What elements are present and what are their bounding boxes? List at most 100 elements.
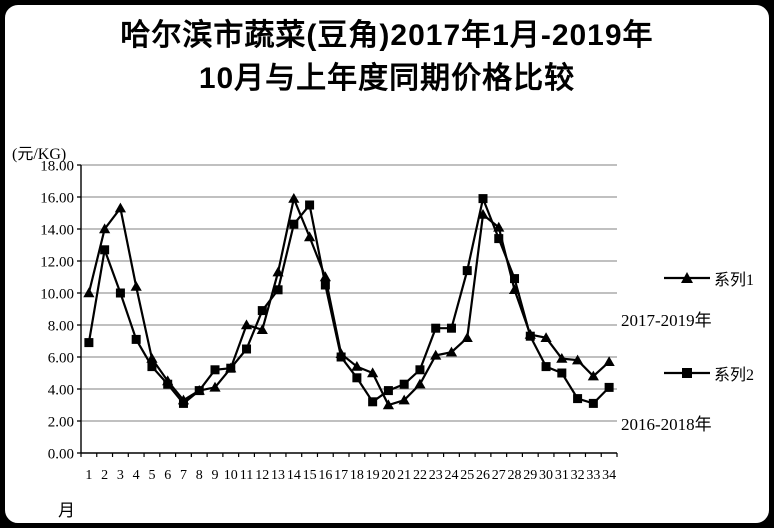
series1-line <box>87 194 610 407</box>
series1-point-marker <box>603 356 615 366</box>
x-tick-label: 19 <box>366 468 380 483</box>
x-tick-label: 13 <box>271 468 285 483</box>
chart-title: 哈尔滨市蔬菜(豆角)2017年1月-2019年 10月与上年度同期价格比较 <box>0 14 774 100</box>
x-tick-label: 9 <box>212 468 219 483</box>
x-tick-label: 30 <box>539 468 553 483</box>
series2-point-marker <box>305 200 315 210</box>
series2-point-marker <box>84 338 94 348</box>
x-axis-unit-label: 月 <box>58 501 75 520</box>
x-tick-label: 5 <box>148 468 155 483</box>
x-tick-label: 20 <box>381 468 395 483</box>
series1-point-marker <box>367 367 379 378</box>
series2-point-marker <box>194 386 204 396</box>
series2-point-marker <box>320 280 330 290</box>
annotation-series1-years: 2017-2019年 <box>621 311 712 330</box>
series2-point-marker <box>415 365 425 375</box>
x-tick-label: 11 <box>240 468 253 483</box>
series2-point-marker <box>510 274 520 284</box>
x-tick-label: 12 <box>255 468 269 483</box>
series2-point-marker <box>446 323 456 333</box>
series1-point-marker <box>288 193 300 203</box>
series1-point-marker <box>398 394 410 405</box>
y-tick-label: 8.00 <box>48 319 74 335</box>
x-tick-label: 16 <box>318 468 332 483</box>
series2-point-marker <box>573 394 583 404</box>
x-tick-label: 18 <box>350 468 364 483</box>
x-tick-label: 17 <box>334 468 348 483</box>
x-tick-label: 1 <box>85 468 92 483</box>
x-tick-label: 4 <box>133 468 140 483</box>
y-tick-label: 18.00 <box>40 159 74 175</box>
series1-point-marker <box>351 361 363 371</box>
y-tick-label: 6.00 <box>48 351 74 367</box>
x-tick-label: 25 <box>460 468 474 483</box>
series2-point-marker <box>242 344 252 354</box>
series2-point-marker <box>399 379 409 389</box>
x-tick-label: 29 <box>523 468 537 483</box>
y-tick-label: 10.00 <box>40 287 74 303</box>
series2-line <box>87 194 610 405</box>
series1-point-marker <box>445 346 458 357</box>
x-tick-label: 8 <box>196 468 203 483</box>
series1-point-marker <box>382 399 395 410</box>
series1-point-marker <box>414 378 426 389</box>
series2-point-marker <box>368 397 378 407</box>
series1-point-marker <box>256 324 268 334</box>
series2-point-marker <box>588 398 598 408</box>
series1-point-marker <box>540 332 552 342</box>
series2-point-marker <box>100 245 110 255</box>
annotation-series2-years: 2016-2018年 <box>621 415 712 434</box>
series1-point-marker <box>209 381 221 392</box>
series1-point-marker <box>114 202 127 213</box>
y-tick-label: 14.00 <box>40 223 74 239</box>
x-tick-label: 15 <box>303 468 317 483</box>
series2-square-marker-icon <box>664 368 710 378</box>
x-tick-label: 6 <box>164 468 171 483</box>
x-tick-label: 3 <box>117 468 124 483</box>
series2-point-marker <box>541 362 551 372</box>
y-tick-label: 16.00 <box>40 191 74 207</box>
x-tick-label: 2 <box>101 468 108 483</box>
series2-point-marker <box>336 352 346 362</box>
legend-series2-label: 系列2 <box>714 367 755 384</box>
x-tick-label: 14 <box>287 468 301 483</box>
series2-point-marker <box>226 363 236 373</box>
series1-point-marker <box>99 223 111 234</box>
series1-point-marker <box>430 349 442 360</box>
series1-point-marker <box>83 287 95 298</box>
legend-item-series1: 系列1 <box>664 266 754 290</box>
series2-point-marker <box>383 386 393 396</box>
chart-title-line1: 哈尔滨市蔬菜(豆角)2017年1月-2019年 <box>120 19 654 52</box>
series2-point-marker <box>525 331 535 341</box>
series1-point-marker <box>319 271 331 282</box>
series2-point-marker <box>352 373 362 383</box>
series2-point-marker <box>604 382 614 392</box>
y-tick-label: 0.00 <box>48 447 74 463</box>
series1-point-marker <box>571 354 584 365</box>
series1-triangle-marker-icon <box>664 272 710 283</box>
legend-series1-label: 系列1 <box>714 272 755 289</box>
x-tick-label: 24 <box>444 468 458 483</box>
series2-point-marker <box>494 234 504 244</box>
x-tick-label: 31 <box>555 468 569 483</box>
series2-point-marker <box>178 398 188 408</box>
x-tick-label: 32 <box>571 468 585 483</box>
series2-point-marker <box>131 334 141 344</box>
x-tick-label: 10 <box>224 468 238 483</box>
series2-point-marker <box>289 219 299 229</box>
series1-point-marker <box>240 319 253 330</box>
series2-point-marker <box>147 362 157 372</box>
series1-point-marker <box>587 370 599 381</box>
series1-point-marker <box>461 332 473 342</box>
series2-point-marker <box>478 194 488 204</box>
series2-point-marker <box>257 306 267 316</box>
x-tick-label: 21 <box>397 468 411 483</box>
series1-point-marker <box>130 281 142 291</box>
x-tick-label: 34 <box>602 468 616 483</box>
x-tick-label: 23 <box>429 468 443 483</box>
y-tick-label: 2.00 <box>48 415 74 431</box>
x-tick-label: 33 <box>586 468 600 483</box>
y-tick-label: 4.00 <box>48 383 74 399</box>
